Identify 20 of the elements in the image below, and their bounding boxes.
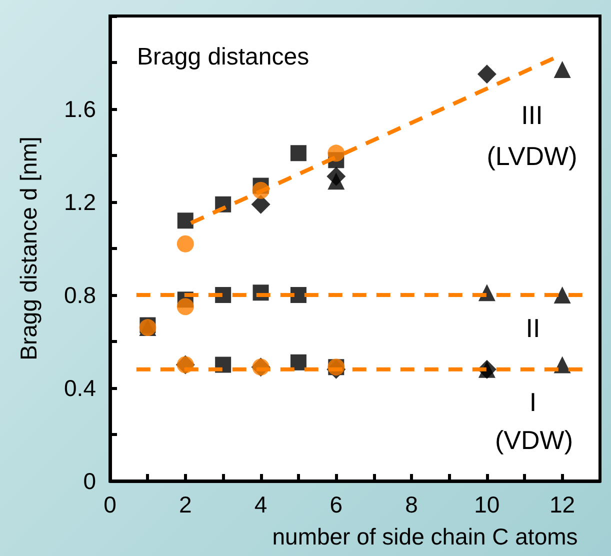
x-tick-label: 12 — [550, 492, 576, 518]
annotation: (LVDW) — [486, 141, 578, 171]
x-tick-label: 8 — [405, 492, 418, 518]
x-tick-label: 0 — [104, 492, 116, 518]
y-tick-label: 0.8 — [64, 282, 96, 308]
x-axis-title: number of side chain C atoms — [272, 524, 578, 550]
x-tick-label: 4 — [254, 492, 268, 518]
x-tick-label: 6 — [330, 492, 343, 518]
y-axis-title: Bragg distance d [nm] — [16, 136, 42, 360]
annotation: II — [526, 313, 540, 343]
annotation: III — [521, 100, 543, 130]
y-tick-label: 0.4 — [64, 375, 96, 401]
y-tick-label: 0 — [83, 468, 96, 494]
text: Bragg distances — [137, 44, 310, 70]
annotation: I — [529, 387, 537, 417]
y-tick-label: 1.2 — [64, 189, 96, 215]
x-tick-label: 2 — [178, 492, 192, 518]
y-tick-label: 1.6 — [64, 96, 96, 122]
annotation: (VDW) — [495, 425, 573, 455]
x-tick-label: 10 — [474, 492, 500, 518]
